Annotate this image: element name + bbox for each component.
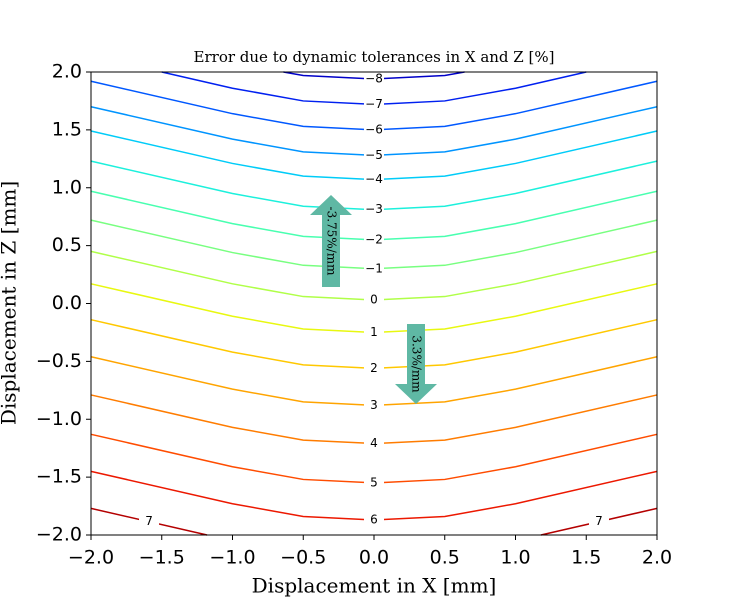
contour-label-bg [364, 361, 384, 376]
annotation-arrow [310, 195, 352, 287]
x-tick-label: −0.5 [280, 547, 326, 569]
contour-label-bg [364, 122, 384, 137]
chart-title: Error due to dynamic tolerances in X and… [194, 48, 555, 66]
y-tick-label: −1.5 [36, 466, 82, 488]
contour-label-bg [588, 514, 609, 529]
y-tick-label: 1.5 [52, 118, 82, 140]
contour-label-bg [364, 202, 384, 217]
x-tick-label: 2.0 [642, 547, 672, 569]
contour-label: 7 [145, 514, 153, 528]
contour-label: −2 [365, 232, 383, 246]
contour-label: 2 [370, 361, 378, 375]
y-tick-label: 1.0 [52, 176, 82, 198]
x-tick-label: 0.0 [359, 547, 389, 569]
y-tick-label: −2.0 [36, 524, 82, 546]
annotation-arrow [395, 324, 437, 404]
contour-label-bg [364, 398, 384, 413]
x-tick-label: −1.0 [209, 547, 255, 569]
contour-label-bg [139, 514, 160, 529]
contour-label: −6 [365, 122, 383, 136]
contour-label: −8 [365, 71, 383, 85]
annotation-text: -3.75%/mm [325, 207, 339, 277]
y-tick-label: 0.0 [52, 292, 82, 314]
contour-label-bg [364, 97, 384, 112]
contour-label-bg [364, 512, 384, 527]
x-tick-label: 1.5 [571, 547, 601, 569]
contour-label: 0 [370, 293, 378, 307]
contour-label-bg [364, 71, 384, 86]
y-axis-label: Displacement in Z [mm] [0, 181, 21, 425]
contour-label-bg [364, 148, 384, 163]
contour-label: 5 [370, 475, 378, 489]
x-tick-label: 1.0 [500, 547, 530, 569]
contour-label-bg [364, 293, 384, 308]
x-tick-label: 0.5 [430, 547, 460, 569]
contour-label: 1 [370, 325, 378, 339]
contour-label-bg [364, 325, 384, 340]
contour-label: 4 [370, 436, 378, 450]
contour-label: 6 [370, 512, 378, 526]
contour-label-bg [364, 436, 384, 451]
y-tick-label: 0.5 [52, 234, 82, 256]
contour-label-bg [364, 475, 384, 490]
contour-label: −1 [365, 261, 383, 275]
x-tick-label: −2.0 [68, 547, 114, 569]
y-tick-label: −0.5 [36, 350, 82, 372]
contour-label-bg [364, 232, 384, 247]
contour-label: −3 [365, 202, 383, 216]
contour-label: −4 [365, 172, 383, 186]
y-tick-label: 2.0 [52, 61, 82, 83]
contour-label: −7 [365, 97, 383, 111]
y-tick-label: −1.0 [36, 408, 82, 430]
x-tick-label: −1.5 [139, 547, 185, 569]
contour-label-bg [364, 172, 384, 187]
annotation-text: 3.3%/mm [410, 335, 424, 393]
contour-label-bg [364, 261, 384, 276]
contour-label: 3 [370, 398, 378, 412]
contour-label: 7 [595, 514, 603, 528]
contour-label: −5 [365, 148, 383, 162]
x-axis-label: Displacement in X [mm] [252, 574, 497, 598]
